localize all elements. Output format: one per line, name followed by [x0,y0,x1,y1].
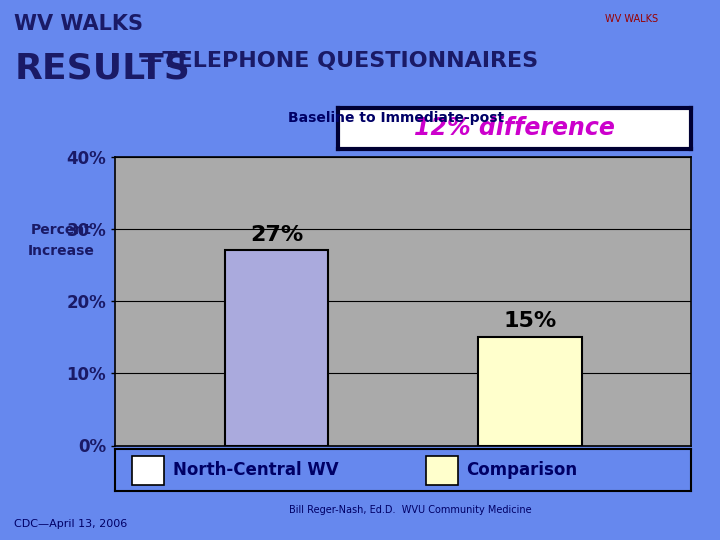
Bar [426,456,458,485]
Bar [225,251,328,446]
Text: Percent: Percent [31,222,91,237]
Text: WV WALKS: WV WALKS [14,14,143,33]
Text: Bill Reger-Nash, Ed.D.  WVU Community Medicine: Bill Reger-Nash, Ed.D. WVU Community Med… [289,505,531,515]
Text: 15%: 15% [503,312,557,332]
Text: CDC—April 13, 2006: CDC—April 13, 2006 [14,519,127,529]
Bar [132,456,164,485]
Text: WV WALKS: WV WALKS [605,14,658,24]
Text: Comparison: Comparison [467,461,577,480]
Text: —TELEPHONE QUESTIONNAIRES: —TELEPHONE QUESTIONNAIRES [140,51,539,71]
Text: Baseline to Immediate-post: Baseline to Immediate-post [288,111,504,125]
Bar [478,337,582,445]
Text: Increase: Increase [28,244,94,258]
Text: 12% difference: 12% difference [415,116,615,140]
Text: 27%: 27% [250,225,303,245]
Text: North-Central WV: North-Central WV [173,461,338,480]
Text: RESULTS: RESULTS [14,51,190,85]
